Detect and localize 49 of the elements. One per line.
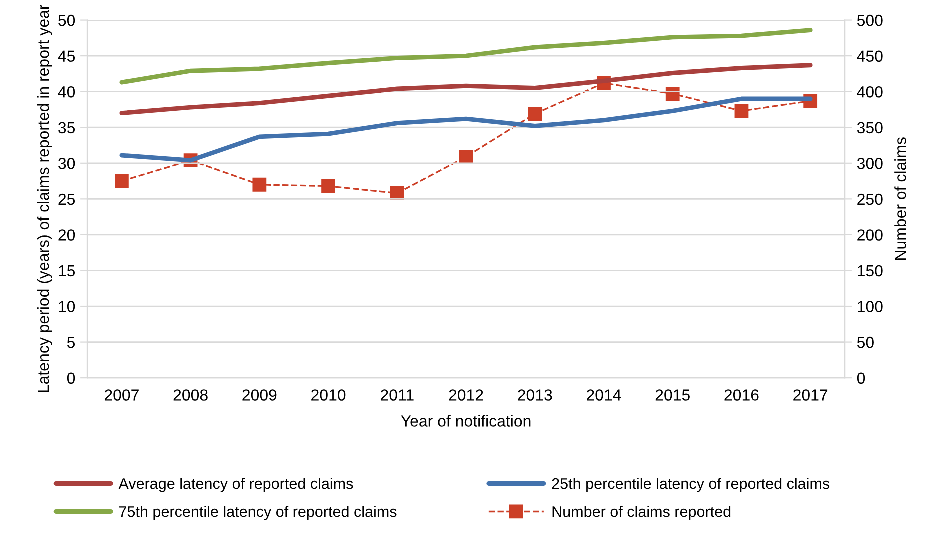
y-tick-label: 5	[67, 337, 76, 348]
y2-tick-label: 50	[857, 336, 874, 348]
y-tick-label: 25	[58, 194, 76, 206]
y-tick-label: 30	[58, 158, 76, 170]
x-tick-label: 2012	[449, 390, 484, 401]
legend-label: Average latency of reported claims	[118, 478, 354, 492]
y2-tick-label: 150	[858, 265, 883, 277]
line-series	[120, 28, 813, 85]
x-tick-label: 2016	[724, 390, 759, 401]
point	[666, 87, 680, 101]
point	[528, 107, 542, 121]
legend-label: Number of claims reported	[552, 506, 731, 520]
x-tick-label: 2015	[656, 390, 690, 401]
x-tick-label: 2007	[104, 390, 139, 401]
y-tick-label: 50	[58, 14, 76, 26]
x-tick-label: 2010	[312, 390, 346, 401]
x-tick-label: 2013	[518, 390, 552, 401]
point	[390, 186, 404, 200]
point	[115, 174, 129, 188]
point	[252, 178, 267, 192]
y2-tick-label: 100	[858, 301, 883, 312]
y-tick-label: 15	[59, 266, 76, 277]
y-tick-label: 20	[58, 230, 76, 241]
x-axis-title: Year of notification	[401, 415, 531, 427]
y-tick-label: 45	[58, 50, 76, 62]
point	[322, 179, 336, 194]
y2-tick-label: 450	[857, 50, 883, 62]
x-tick-label: 2017	[794, 390, 828, 401]
y2-tick-label: 0	[857, 372, 866, 384]
legend-label: 75th percentile latency of reported claims	[120, 506, 397, 520]
y-tick-label: 0	[67, 372, 76, 384]
x-tick-label: 2008	[174, 390, 208, 401]
x-tick-label: 2009	[242, 390, 277, 401]
y-axis-title: Latency period (years) of claims reported in report year	[38, 5, 52, 392]
y2-tick-label: 300	[857, 158, 883, 170]
y-tick-label: 40	[58, 86, 76, 98]
y2-tick-label: 350	[857, 122, 883, 134]
y2-tick-label: 200	[858, 230, 883, 241]
y2-axis-title: Number of claims	[894, 138, 906, 260]
x-tick-label: 2014	[587, 390, 622, 401]
y-tick-label: 35	[58, 122, 76, 134]
y2-tick-label: 400	[857, 86, 883, 98]
y-tick-label: 10	[59, 301, 76, 312]
x-tick-label: 2011	[381, 390, 414, 401]
line-series	[120, 63, 813, 116]
y2-tick-label: 250	[858, 194, 883, 206]
point	[734, 104, 749, 118]
legend-label: 25th percentile latency of reported claims	[552, 478, 830, 492]
y2-tick-label: 500	[857, 14, 883, 26]
